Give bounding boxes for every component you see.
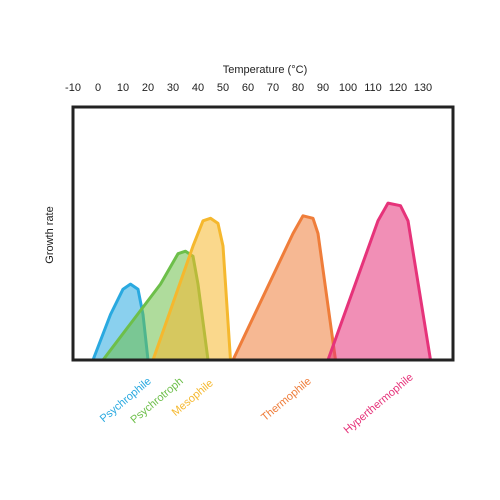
x-tick-label: 110 [364, 82, 382, 94]
x-tick-label: 90 [317, 82, 329, 94]
x-tick-label: 50 [217, 82, 229, 94]
growth-curve [151, 216, 232, 362]
x-tick-label: 100 [339, 82, 357, 94]
x-tick-label: 20 [142, 82, 154, 94]
legend-label: Hyperthermophile [342, 371, 416, 436]
x-tick-label: 130 [414, 82, 432, 94]
x-axis-title: Temperature (°C) [223, 64, 307, 76]
x-tick-label: 80 [292, 82, 304, 94]
growth-curve [231, 214, 337, 362]
y-axis-title: Growth rate [44, 206, 56, 263]
growth-curve [326, 201, 432, 362]
x-tick-label: 70 [267, 82, 279, 94]
x-tick-label: 120 [389, 82, 407, 94]
x-tick-label: 10 [117, 82, 129, 94]
x-tick-label: -10 [65, 82, 81, 94]
x-tick-label: 30 [167, 82, 179, 94]
x-tick-label: 40 [192, 82, 204, 94]
x-tick-label: 60 [242, 82, 254, 94]
plot-frame [71, 105, 455, 362]
legend-label: Thermophile [259, 375, 314, 423]
x-tick-label: 0 [95, 82, 101, 94]
